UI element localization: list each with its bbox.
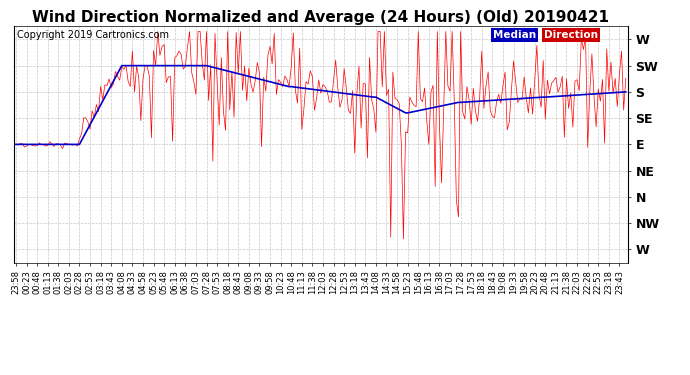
Text: Copyright 2019 Cartronics.com: Copyright 2019 Cartronics.com	[17, 30, 169, 40]
Text: Direction: Direction	[544, 30, 598, 40]
Text: Median: Median	[493, 30, 536, 40]
Title: Wind Direction Normalized and Average (24 Hours) (Old) 20190421: Wind Direction Normalized and Average (2…	[32, 10, 609, 25]
